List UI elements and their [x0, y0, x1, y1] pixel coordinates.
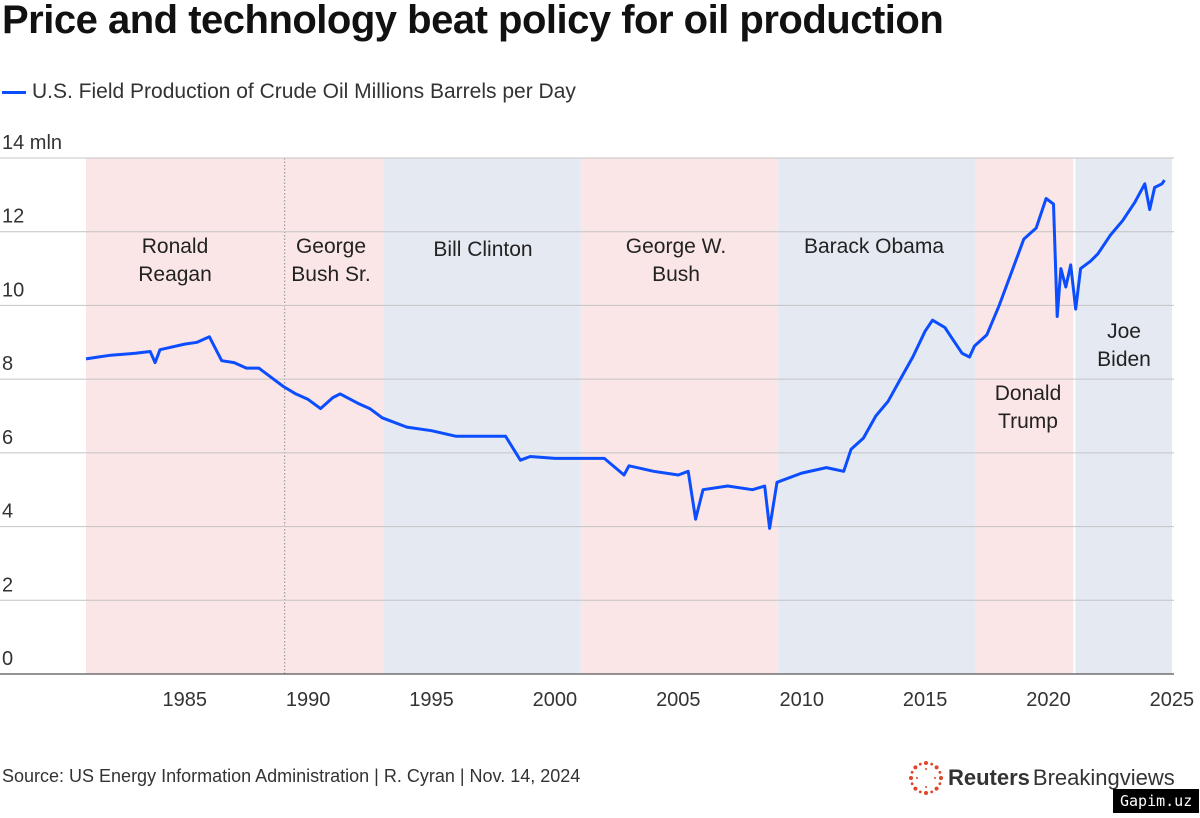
presidency-label-line: George W.	[626, 235, 726, 258]
presidency-band	[1074, 158, 1172, 674]
presidency-band	[284, 158, 384, 674]
presidency-label-line: Barack Obama	[804, 235, 944, 258]
presidency-band	[383, 158, 581, 674]
presidency-label-line: Donald	[995, 382, 1062, 405]
presidency-label-line: George	[296, 235, 366, 258]
presidency-band	[580, 158, 779, 674]
presidency-label: Barack Obama	[804, 235, 944, 258]
x-tick-label: 2005	[656, 689, 701, 711]
x-tick-label: 1995	[409, 689, 454, 711]
x-tick-label: 1990	[286, 689, 331, 711]
y-tick-label: 10	[2, 279, 24, 301]
legend-label: U.S. Field Production of Crude Oil Milli…	[32, 80, 576, 103]
presidency-band	[975, 158, 1075, 674]
legend: U.S. Field Production of Crude Oil Milli…	[2, 80, 576, 104]
x-tick-label: 2020	[1026, 689, 1071, 711]
presidency-label: Ronald Reagan	[138, 235, 212, 286]
production-line	[85, 179, 1166, 530]
x-tick-label: 2015	[903, 689, 948, 711]
presidency-label-line: Reagan	[138, 263, 212, 286]
watermark: Gapim.uz	[1113, 789, 1200, 813]
x-tick-label: 2010	[779, 689, 824, 711]
presidency-label-line: Joe	[1107, 320, 1141, 343]
presidency-label-line: Bush	[652, 263, 700, 286]
presidency-label-line: Biden	[1097, 348, 1151, 371]
presidency-label: Bill Clinton	[433, 238, 532, 261]
logo-text-bold: Reuters	[948, 765, 1030, 790]
presidency-label: Donald Trump	[995, 382, 1062, 433]
x-tick-label: 2025	[1150, 689, 1195, 711]
y-tick-label: 14 mln	[2, 132, 62, 154]
logo-text-light: Breakingviews	[1032, 765, 1175, 790]
presidency-label-line: Bill Clinton	[433, 238, 532, 261]
presidency-band	[86, 158, 285, 674]
presidency-label: George W. Bush	[626, 235, 726, 286]
x-tick-label: 1985	[162, 689, 207, 711]
legend-swatch	[2, 90, 26, 94]
y-tick-label: 8	[2, 353, 13, 375]
y-tick-label: 2	[2, 574, 13, 596]
presidency-label-line: Ronald	[142, 235, 209, 258]
y-tick-label: 12	[2, 206, 24, 228]
chart-title: Price and technology beat policy for oil…	[2, 0, 944, 42]
y-tick-label: 4	[2, 501, 13, 523]
presidency-label-line: Bush Sr.	[291, 263, 370, 286]
reuters-logo-icon	[909, 761, 943, 795]
y-tick-label: 6	[2, 427, 13, 449]
presidency-label: George Bush Sr.	[291, 235, 370, 286]
x-tick-label: 2000	[533, 689, 578, 711]
source-note: Source: US Energy Information Administra…	[2, 766, 581, 786]
presidency-label-line: Trump	[998, 410, 1058, 433]
y-tick-label: 0	[2, 648, 13, 670]
presidency-label: Joe Biden	[1097, 320, 1151, 371]
reuters-breakingviews-logo: Reuters Breakingviews	[908, 760, 1175, 796]
